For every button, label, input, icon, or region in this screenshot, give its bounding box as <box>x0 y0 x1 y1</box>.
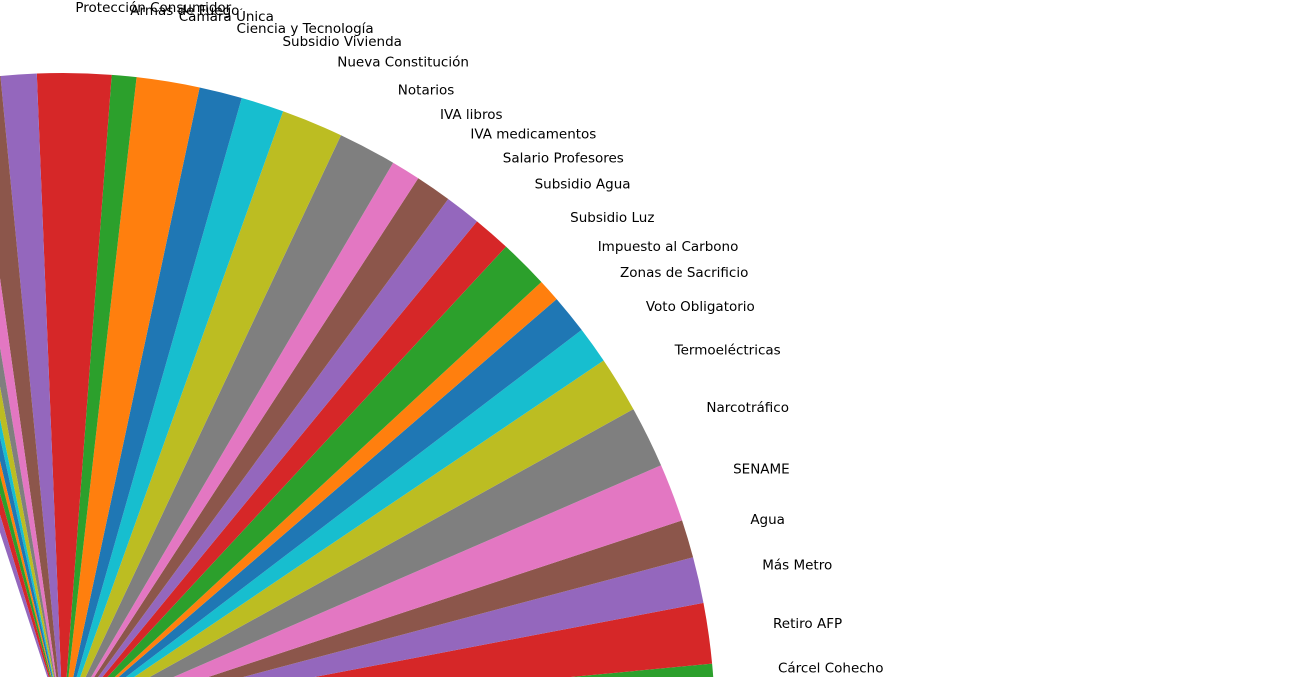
pie-slice <box>76 97 284 677</box>
pie-slice <box>102 221 507 677</box>
pie-slice <box>0 347 55 677</box>
slice-label: IVA medicamentos <box>470 127 596 143</box>
pie-slice <box>0 475 51 677</box>
pie-slice <box>0 73 62 677</box>
slice-label: Narcotráfico <box>706 400 789 416</box>
pie-slice <box>0 386 55 677</box>
pie-slice <box>36 73 112 677</box>
slice-label: Zonas de Sacrificio <box>620 265 748 281</box>
slice-label: Subsidio Agua <box>535 177 631 193</box>
slice-label: Retiro AFP <box>773 616 842 632</box>
pie-slice <box>114 281 557 677</box>
slice-label: Impuesto al Carbono <box>598 239 739 255</box>
slice-label: Ciencia y Tecnología <box>237 21 374 37</box>
slice-label: Cámara Única <box>179 7 274 25</box>
pie-slice <box>208 520 694 677</box>
pie-slice <box>107 246 542 677</box>
slice-label: IVA libros <box>440 107 503 123</box>
pie-slice <box>73 87 242 677</box>
pie-slice <box>0 493 50 677</box>
pie-slice <box>0 418 54 677</box>
slice-label: Subsidio Vivienda <box>282 34 401 50</box>
pie-slice <box>85 135 394 677</box>
pie-slice <box>80 111 341 677</box>
slice-label: Cárcel Cohecho <box>778 661 884 677</box>
slice-label: Más Metro <box>762 557 832 573</box>
pie-slice <box>149 409 662 677</box>
pie-slice <box>91 162 419 677</box>
pie-slice <box>66 74 137 677</box>
slice-label: Notarios <box>398 83 455 99</box>
slice-label: Armas de Fuego <box>130 3 239 19</box>
slice-label: Termoeléctricas <box>674 342 781 358</box>
pie-slice <box>0 76 59 677</box>
slice-label: SENAME <box>733 461 790 477</box>
slice-label: Agua <box>750 512 785 528</box>
pie-slice <box>98 198 478 677</box>
slice-label: Subsidio Luz <box>570 210 654 226</box>
pie-slice <box>68 77 200 677</box>
pie-slice <box>570 663 714 677</box>
pie-slice <box>126 329 604 677</box>
pie-slice <box>314 602 713 677</box>
pie-slice <box>0 461 52 677</box>
pie-slice <box>0 278 57 677</box>
pie-slice <box>243 557 704 677</box>
slice-label: Voto Obligatorio <box>646 299 755 315</box>
slice-label: Salario Profesores <box>503 150 624 166</box>
pie-slice <box>173 465 683 677</box>
pie-slice <box>94 178 449 677</box>
pie-slice <box>134 360 634 677</box>
slice-label: Nueva Constitución <box>337 54 469 70</box>
slice-label: Protección Consumidor <box>75 0 231 16</box>
pie-slice <box>118 299 582 677</box>
